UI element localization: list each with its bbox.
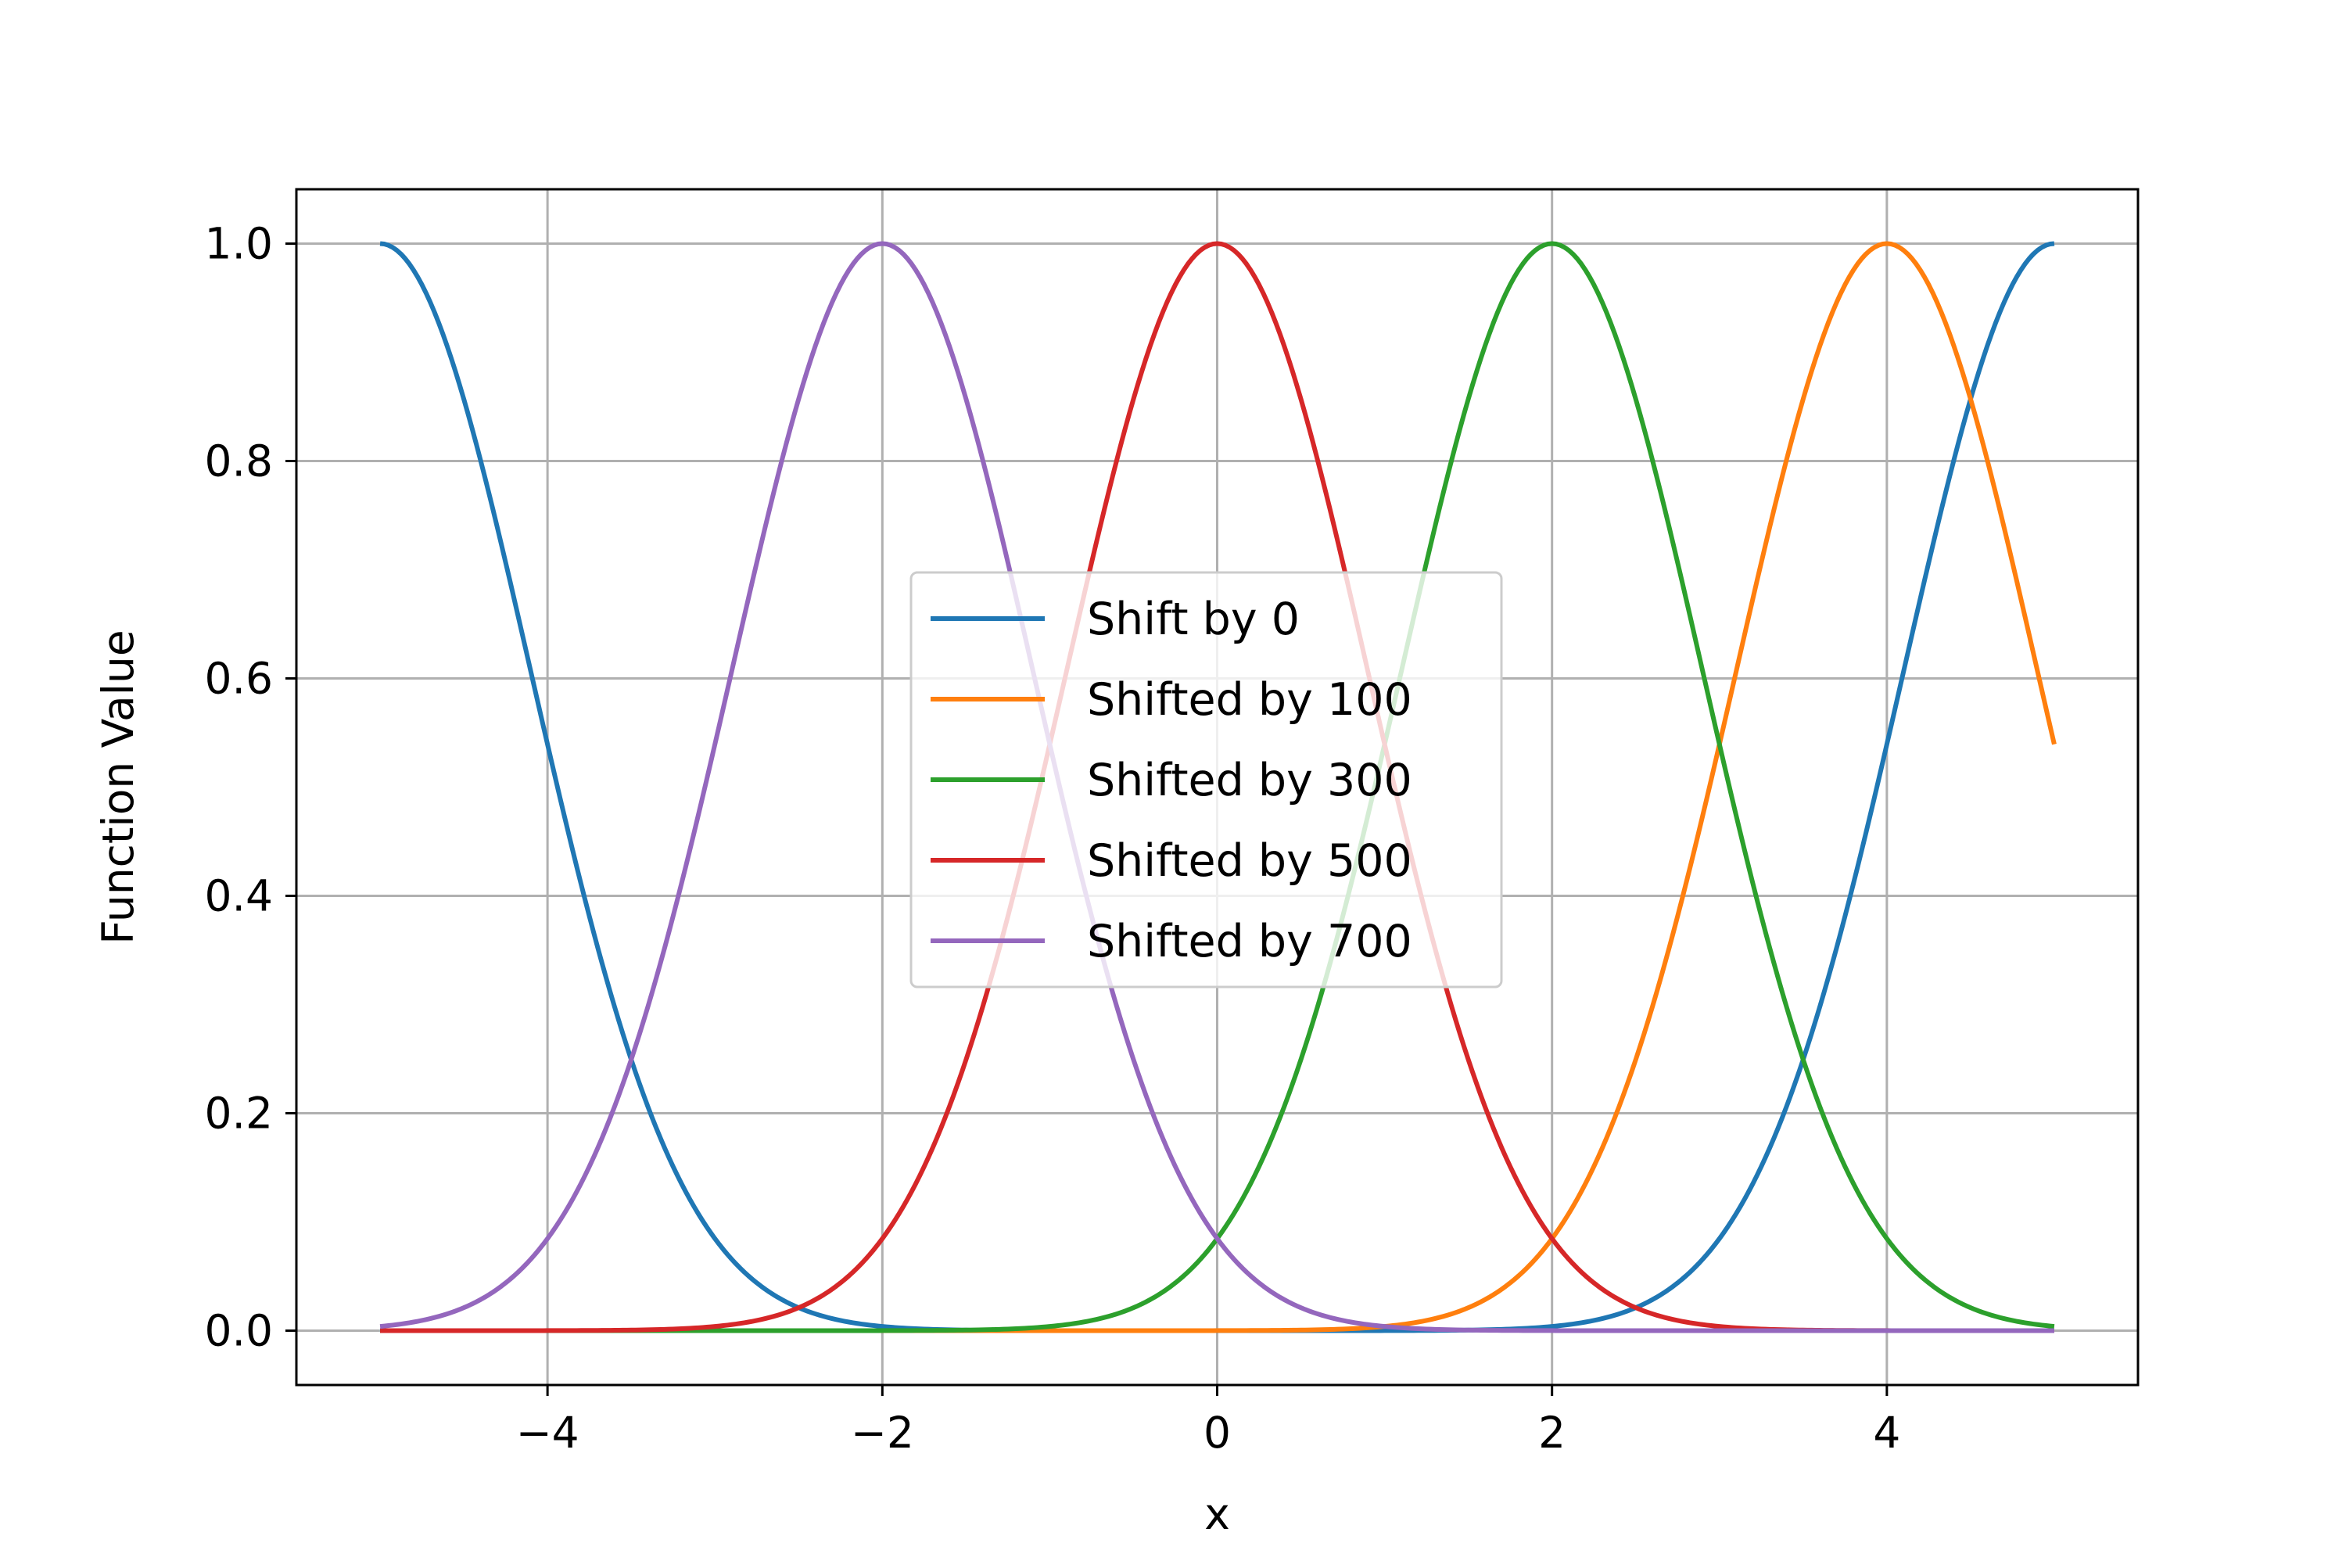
y-tick-label: 0.2 <box>205 1089 273 1139</box>
y-tick-label: 0.6 <box>205 654 273 704</box>
y-tick-label: 1.0 <box>205 219 273 269</box>
axis-ticks: −4 −2 0 2 4 0.0 0.2 0.4 0.6 0.8 1.0 <box>205 219 1901 1459</box>
y-axis-label: Function Value <box>93 630 143 944</box>
x-tick-label: −2 <box>851 1408 914 1458</box>
legend-box <box>909 571 1503 989</box>
legend-label: Shifted by 500 <box>1087 835 1412 887</box>
x-tick-label: 4 <box>1873 1408 1900 1458</box>
legend: Shift by 0 Shifted by 100 Shifted by 300 Sh… <box>909 571 1503 989</box>
y-tick-label: 0.0 <box>205 1306 273 1356</box>
x-tick-label: 2 <box>1538 1408 1566 1458</box>
series-line <box>379 241 2054 1333</box>
legend-label: Shifted by 300 <box>1087 755 1412 806</box>
x-tick-label: −4 <box>516 1408 579 1458</box>
y-tick-label: 0.8 <box>205 436 273 486</box>
series-lines <box>379 241 2057 1333</box>
x-axis-label: x <box>1204 1489 1230 1539</box>
legend-label: Shift by 0 <box>1087 594 1300 645</box>
legend-label: Shifted by 700 <box>1087 916 1412 967</box>
x-tick-label: 0 <box>1203 1408 1231 1458</box>
legend-label: Shifted by 100 <box>1087 674 1412 726</box>
y-tick-label: 0.4 <box>205 871 273 921</box>
